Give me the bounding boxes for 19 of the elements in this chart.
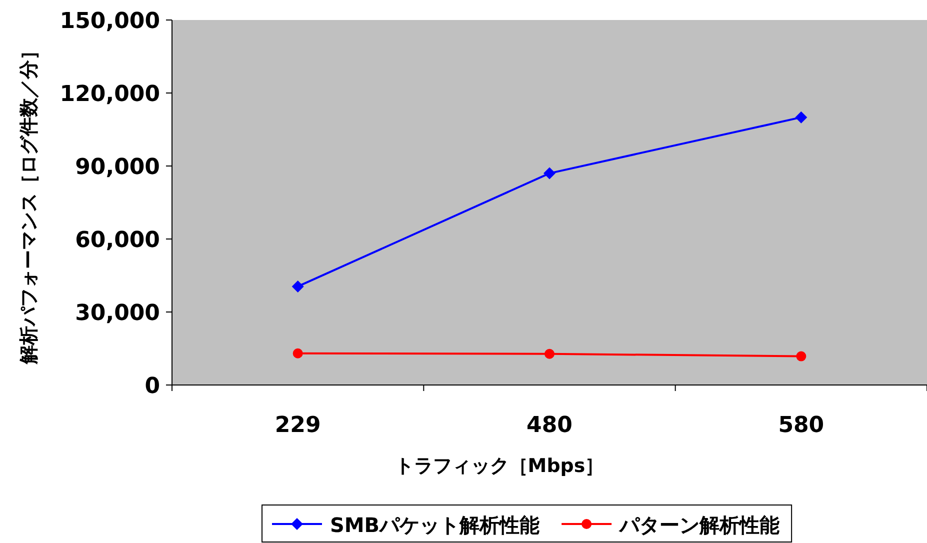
y-tick-label: 0 xyxy=(144,374,160,399)
y-tick-label: 90,000 xyxy=(75,155,160,180)
y-axis-title: 解析パフォーマンス［ログ件数／分］ xyxy=(18,41,40,365)
y-tick-label: 60,000 xyxy=(75,228,160,253)
x-axis-title: トラフィック［Mbps］ xyxy=(394,455,604,477)
point xyxy=(544,348,554,359)
legend-label: SMBパケット解析性能 xyxy=(330,513,540,537)
point xyxy=(796,351,806,362)
y-tick-label: 120,000 xyxy=(60,82,160,107)
legend-label: パターン解析性能 xyxy=(618,513,780,537)
point xyxy=(292,348,303,358)
point xyxy=(795,111,808,124)
x-tick-label: 229 xyxy=(274,413,321,438)
y-tick-label: 150,000 xyxy=(60,9,160,34)
y-tick-label: 30,000 xyxy=(75,301,160,326)
x-tick-label: 480 xyxy=(526,413,572,438)
point xyxy=(292,280,304,292)
x-tick-label: 580 xyxy=(778,413,824,438)
point xyxy=(544,167,556,180)
